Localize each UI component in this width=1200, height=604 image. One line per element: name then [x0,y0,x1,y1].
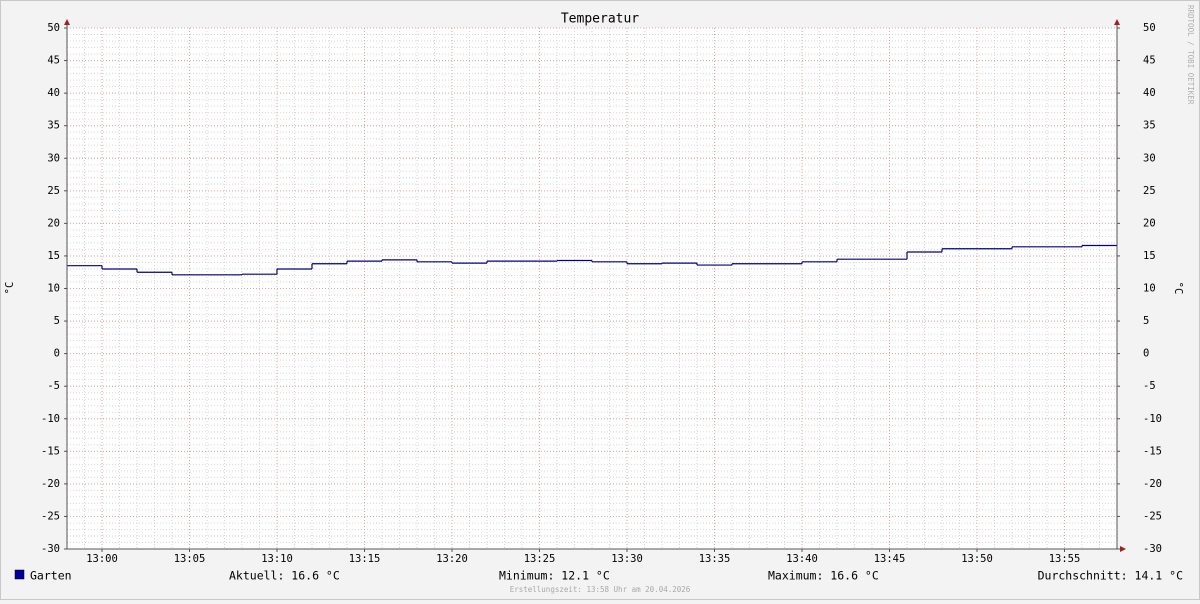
x-tick-label: 13:05 [174,553,206,565]
x-tick-label: 13:35 [699,553,731,565]
y2-tick-label: 20 [1143,217,1156,229]
axis-arrow [64,19,70,25]
legend-label: Garten [30,569,72,583]
y2-tick-label: -5 [1143,380,1156,392]
y2-tick-label: 15 [1143,250,1156,262]
y2-tick-label: -15 [1143,445,1162,457]
y-tick-label: -20 [41,478,60,490]
y-tick-label: -10 [41,413,60,425]
chart-title: Temperatur [561,12,639,27]
x-tick-label: 13:10 [261,553,293,565]
y2-tick-label: 30 [1143,152,1156,164]
y2-tick-label: 25 [1143,185,1156,197]
y-tick-label: 45 [47,55,60,67]
grid [66,27,1118,550]
x-tick-label: 13:45 [874,553,906,565]
y2-tick-label: 50 [1143,22,1156,34]
x-tick-label: 13:50 [961,553,993,565]
y2-tick-label: 35 [1143,120,1156,132]
y-tick-label: 40 [47,87,60,99]
x-tick-label: 13:00 [86,553,118,565]
y-tick-label: -30 [41,543,60,555]
stat-minimum: Minimum: 12.1 °C [499,569,610,583]
y2-tick-label: -25 [1143,510,1162,522]
stat-maximum: Maximum: 16.6 °C [768,569,879,583]
x-tick-label: 13:25 [524,553,556,565]
marks [67,244,1117,276]
y-axis-label: °C [4,282,16,295]
y-tick-label: 50 [47,22,60,34]
legend-swatch [14,569,25,580]
y-tick-label: 0 [54,348,60,360]
stat-current: Aktuell: 16.6 °C [229,569,340,583]
axis-arrow [1114,19,1120,25]
x-tick-label: 13:30 [611,553,643,565]
y2-tick-label: -20 [1143,478,1162,490]
y2-tick-label: 0 [1143,348,1149,360]
x-tick-label: 13:15 [349,553,381,565]
y2-axis-label: °C [1172,282,1184,295]
y-tick-label: 20 [47,217,60,229]
y-tick-label: 5 [54,315,60,327]
y-tick-label: 15 [47,250,60,262]
stat-average: Durchschnitt: 14.1 °C [1038,569,1183,583]
x-tick-label: 13:40 [786,553,818,565]
y2-tick-label: -10 [1143,413,1162,425]
y-tick-label: -5 [47,380,60,392]
watermark: RRDTOOL / TOBI OETIKER [1186,5,1195,105]
y2-tick-label: 45 [1143,55,1156,67]
y2-tick-label: 10 [1143,283,1156,295]
y-tick-label: -25 [41,510,60,522]
x-tick-label: 13:20 [436,553,468,565]
y-tick-label: -15 [41,445,60,457]
y2-tick-label: 5 [1143,315,1149,327]
axis-arrow [1120,546,1126,552]
x-tick-label: 13:55 [1049,553,1081,565]
footer: Erstellungszeit: 13:58 Uhr am 20.04.2026 [510,585,691,594]
y2-tick-label: 40 [1143,87,1156,99]
y-tick-label: 10 [47,283,60,295]
y2-tick-label: -30 [1143,543,1162,555]
y-tick-label: 30 [47,152,60,164]
y-tick-label: 25 [47,185,60,197]
y-tick-label: 35 [47,120,60,132]
